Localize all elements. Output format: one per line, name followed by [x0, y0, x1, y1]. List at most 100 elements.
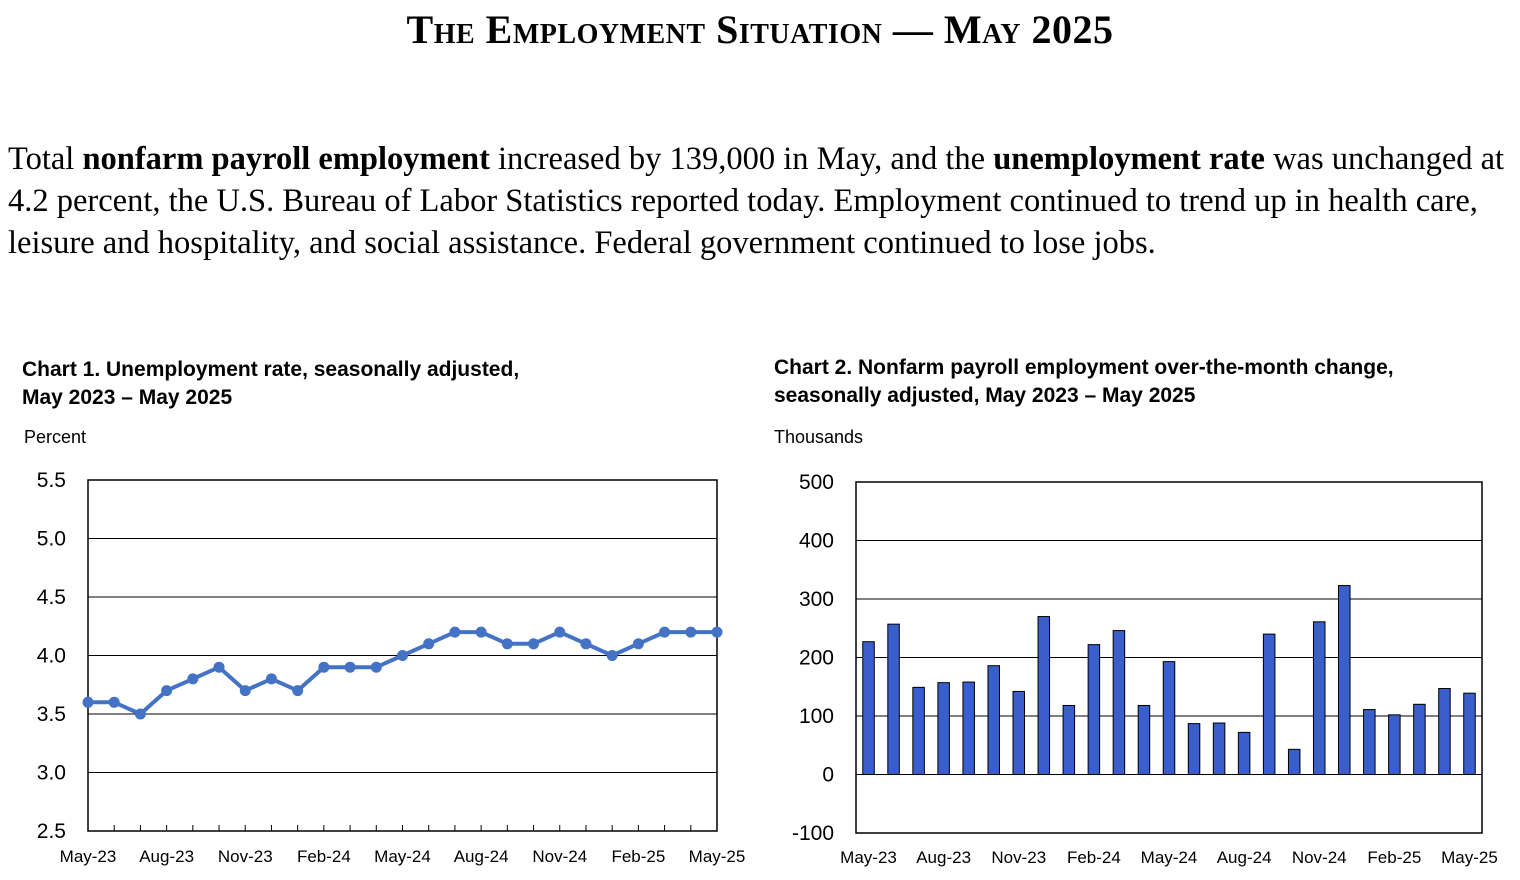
x-tick-label: Feb-25: [611, 847, 665, 866]
data-point: [711, 626, 723, 638]
chart1-y-unit: Percent: [24, 427, 87, 447]
x-tick-label: Nov-24: [532, 847, 587, 866]
x-tick-label: Nov-23: [218, 847, 273, 866]
y-tick-label: 4.0: [37, 645, 66, 668]
x-tick-label: May-24: [1141, 848, 1198, 867]
payroll-bar: [1438, 688, 1451, 776]
chart1-title-line1: Chart 1. Unemployment rate, seasonally a…: [22, 358, 520, 381]
summary-text-2: increased by 139,000 in May, and the: [489, 141, 994, 177]
chart2-title: Chart 2. Nonfarm payroll employment over…: [774, 354, 1394, 410]
data-point: [632, 638, 644, 650]
data-point: [213, 661, 225, 673]
y-tick-label: 5.0: [37, 528, 66, 551]
y-tick-label: 200: [799, 647, 834, 670]
chart1-unemployment-rate: 5.5 5.0 4.5 4.0 3.5 3.0 2.5 May-23 Aug-23 Nov-23 F…: [37, 469, 746, 866]
chart2-payroll-change: 500 400 300 200 100 0 -100 May-23 Aug-23 Nov-23 Fe…: [792, 471, 1498, 867]
x-tick-label: May-24: [374, 847, 431, 866]
payroll-bar: [1062, 704, 1076, 775]
payroll-bar: [1162, 661, 1176, 775]
chart1-title: Chart 1. Unemployment rate, seasonally a…: [22, 356, 519, 412]
summary-paragraph: Total nonfarm payroll employment increas…: [8, 138, 1516, 264]
y-tick-label: 100: [799, 705, 834, 728]
summary-text-1: Total: [8, 141, 83, 177]
data-point: [475, 626, 487, 638]
y-tick-label: 300: [799, 588, 834, 611]
data-point: [292, 685, 304, 697]
data-point: [423, 638, 435, 650]
data-point: [370, 661, 382, 673]
page-headline: The Employment Situation — May 2025: [406, 7, 1114, 52]
data-point: [449, 626, 461, 638]
payroll-bar: [1287, 748, 1301, 776]
chart1-title-line2: May 2023 – May 2025: [22, 386, 233, 409]
y-tick-label: 0: [822, 764, 834, 787]
data-point: [685, 626, 697, 638]
data-point: [606, 650, 618, 661]
x-tick-label: Aug-24: [1217, 848, 1272, 867]
data-point: [265, 673, 277, 685]
payroll-bar: [1012, 690, 1026, 775]
y-tick-label: 2.5: [37, 820, 66, 843]
payroll-bar: [887, 623, 900, 775]
payroll-bar: [1463, 692, 1476, 775]
y-tick-label: -100: [792, 822, 834, 845]
y-tick-label: 4.5: [37, 586, 66, 609]
data-point: [528, 638, 540, 650]
data-point: [134, 708, 146, 720]
payroll-bar: [987, 665, 1000, 775]
payroll-bar: [1187, 723, 1201, 776]
plot-frame: [855, 481, 1483, 834]
y-tick-label: 500: [799, 471, 834, 494]
payroll-bar: [1137, 704, 1151, 775]
x-tick-label: Nov-23: [991, 848, 1046, 867]
summary-bold-payroll: nonfarm payroll employment: [82, 141, 490, 177]
y-tick-label: 5.5: [37, 469, 66, 492]
data-point: [108, 696, 120, 708]
y-tick-label: 3.5: [37, 703, 66, 726]
x-tick-label: Feb-25: [1367, 848, 1421, 867]
data-point: [161, 685, 173, 697]
x-tick-label: Aug-23: [916, 848, 971, 867]
payroll-bar: [1363, 709, 1376, 775]
chart2-title-line2: seasonally adjusted, May 2023 – May 2025: [774, 384, 1196, 407]
y-tick-label: 400: [799, 530, 834, 553]
x-tick-label: Nov-24: [1292, 848, 1347, 867]
x-tick-label: May-23: [60, 847, 117, 866]
unemployment-rate-line: [88, 630, 717, 716]
y-tick-label: 3.0: [37, 762, 66, 785]
data-point: [501, 638, 513, 650]
x-tick-label: Aug-23: [139, 847, 194, 866]
payroll-bar: [1237, 731, 1251, 776]
payroll-bar: [937, 682, 950, 775]
payroll-bar: [1112, 630, 1126, 775]
x-tick-label: Aug-24: [454, 847, 509, 866]
x-tick-label: Feb-24: [1067, 848, 1121, 867]
data-point: [554, 626, 566, 638]
data-point: [187, 673, 199, 685]
payroll-bar: [962, 681, 975, 776]
data-point: [344, 661, 356, 673]
payroll-bar: [1087, 644, 1101, 775]
data-point: [659, 626, 671, 638]
payroll-bar: [912, 686, 925, 776]
payroll-bar: [1413, 703, 1426, 775]
summary-bold-unemployment: unemployment rate: [993, 141, 1265, 177]
x-tick-label: Feb-24: [297, 847, 351, 866]
summary-text-3: was unchanged at 4.2 percent, the U.S. B…: [8, 141, 1505, 261]
chart2-y-unit: Thousands: [774, 427, 864, 447]
data-point: [580, 638, 592, 650]
payroll-bar: [1338, 585, 1351, 775]
data-point: [239, 685, 251, 697]
payroll-bar: [1212, 722, 1226, 775]
x-tick-label: May-25: [1441, 848, 1498, 867]
payroll-bar: [1312, 621, 1326, 775]
chart2-title-line1: Chart 2. Nonfarm payroll employment over…: [774, 356, 1394, 379]
x-tick-label: May-25: [689, 847, 746, 866]
x-tick-label: May-23: [840, 848, 897, 867]
payroll-bar: [862, 641, 875, 775]
payroll-bar: [1262, 633, 1276, 775]
data-point: [318, 661, 330, 673]
data-point: [397, 650, 408, 661]
payroll-bar: [1388, 714, 1401, 775]
payroll-bar: [1037, 616, 1051, 775]
